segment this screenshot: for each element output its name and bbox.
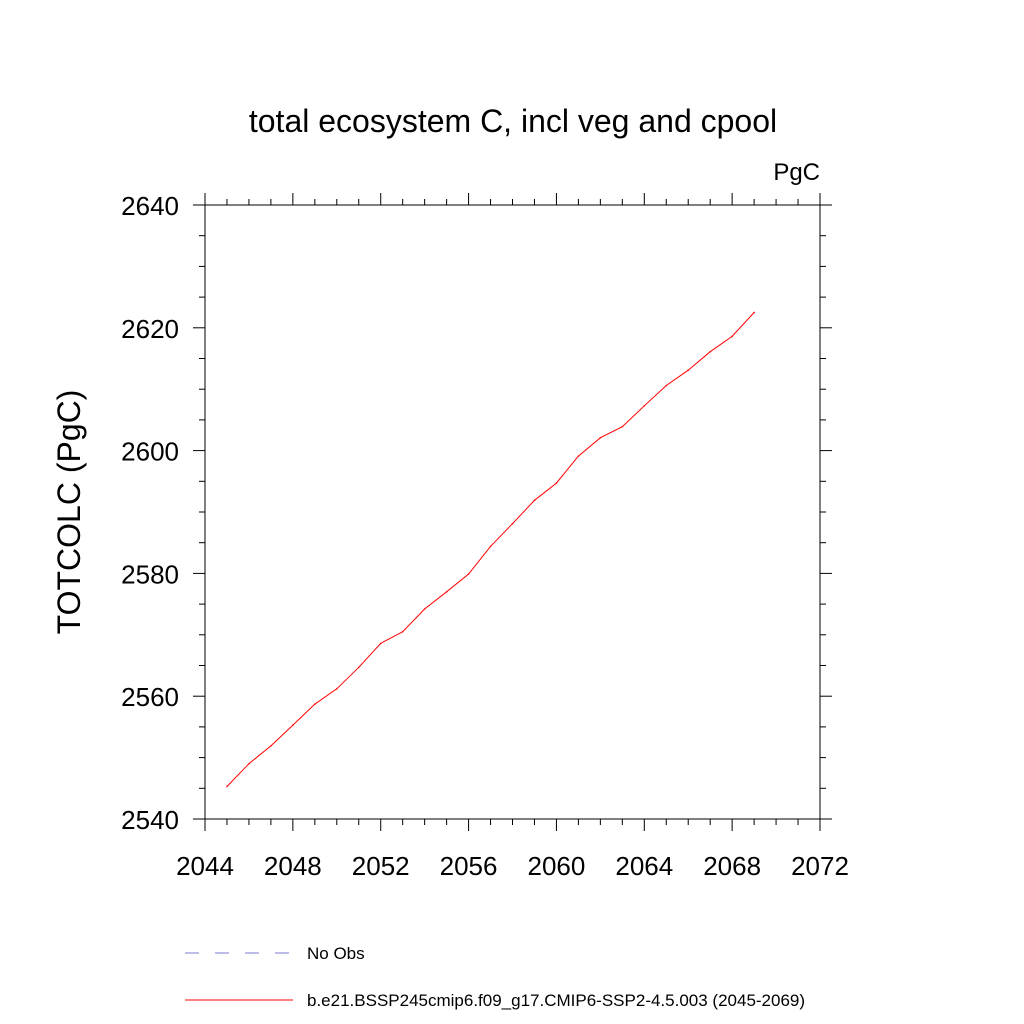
data-point [401, 630, 404, 633]
x-tick-label: 2064 [615, 851, 673, 881]
data-point [555, 482, 558, 484]
series-line [226, 312, 755, 787]
data-point [357, 666, 360, 669]
data-point [599, 436, 602, 439]
legend-label: b.e21.BSSP245cmip6.f09_g17.CMIP6-SSP2-4.… [307, 991, 805, 1010]
plot-area: 2044 2048 2052 2056 2060 2064 2068 2072 2540 2560… [121, 191, 849, 881]
plot-frame [204, 204, 821, 820]
x-tick-label: 2072 [791, 851, 849, 881]
data-point [533, 499, 536, 502]
data-point [709, 350, 711, 353]
y-tick-label: 2600 [121, 437, 179, 467]
x-tick-label: 2068 [703, 851, 761, 881]
y-tick-label: 2620 [121, 314, 179, 344]
y-tick-label: 2640 [121, 191, 179, 221]
data-point [226, 785, 228, 788]
x-tick-label: 2060 [528, 851, 586, 881]
y-tick-label: 2540 [121, 805, 179, 835]
x-tick-label: 2044 [176, 851, 234, 881]
data-point [335, 688, 338, 690]
units-label: PgC [773, 159, 820, 186]
data-point [248, 762, 250, 765]
y-tick-label: 2560 [121, 682, 179, 712]
x-tick-label: 2048 [264, 851, 322, 881]
chart-title: total ecosystem C, incl veg and cpool [249, 103, 777, 139]
x-tick-label: 2056 [440, 851, 498, 881]
data-point [423, 608, 426, 610]
data-point [379, 642, 382, 645]
y-tick-label: 2580 [121, 559, 179, 589]
data-point [577, 455, 580, 457]
y-axis-label: TOTCOLC (PgC) [51, 390, 87, 635]
legend: No Obs b.e21.BSSP245cmip6.f09_g17.CMIP6-S… [185, 944, 805, 1010]
data-point [665, 384, 668, 387]
data-point [621, 425, 624, 428]
data-point [489, 545, 492, 548]
data-point [731, 335, 733, 338]
data-point [292, 724, 294, 726]
data-point [445, 591, 448, 593]
data-point [467, 573, 470, 575]
x-tick-label: 2052 [352, 851, 410, 881]
data-point [687, 369, 690, 371]
legend-label: No Obs [307, 944, 365, 963]
data-point [511, 522, 514, 525]
data-point [643, 404, 646, 407]
data-point [753, 311, 755, 314]
data-point [314, 703, 316, 705]
data-point [270, 745, 272, 747]
